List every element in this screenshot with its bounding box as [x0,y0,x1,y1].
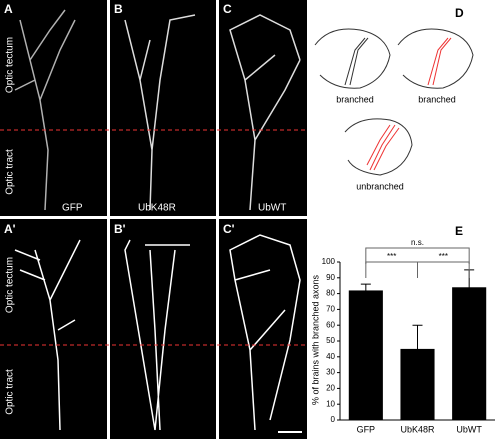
construct-label: UbWT [258,203,286,214]
y-tick-label: 90 [326,273,335,282]
panel-label: B' [114,222,126,236]
x-tick-label: UbK48R [400,424,435,434]
significance-bracket [365,261,418,278]
panel-label: B [114,2,123,16]
construct-label: GFP [62,203,83,214]
significance-bracket [417,261,470,278]
tracing-panel [110,219,216,439]
image-panel [219,0,307,216]
axon-images [14,9,301,211]
bar [452,287,487,420]
diagram-label: unbranched [356,181,404,191]
y-tick-label: 70 [326,305,335,314]
panel-label: E [455,224,463,238]
y-axis-label: % of brains with branched axons [310,274,320,405]
panel-label: C [223,2,232,16]
diagram-label: branched [418,94,456,104]
bar [348,290,383,420]
y-tick-label: 20 [326,384,335,393]
image-panel [110,0,216,216]
significance-bracket [365,247,470,264]
image-panel [0,0,107,216]
y-tick-label: 40 [326,352,335,361]
y-tick-label: 80 [326,289,335,298]
diagram-label: branched [336,94,374,104]
axon-tracings [14,234,301,431]
tectum-diagrams [314,28,474,176]
significance-label: *** [387,252,396,261]
error-bar [412,324,423,373]
y-tick-label: 60 [326,320,335,329]
significance-label: n.s. [411,238,424,247]
y-tick-label: 30 [326,368,335,377]
panel-label: A [4,2,13,16]
y-tick-label: 50 [326,336,335,345]
x-tick-label: GFP [357,424,376,434]
panel-label: C' [223,222,235,236]
tracing-panel [219,219,307,439]
axon-diagrams [366,37,452,171]
construct-label: UbK48R [138,203,176,214]
y-tick-label: 0 [331,415,336,424]
region-label: Optic tectum [5,37,16,93]
significance-label: *** [439,252,448,261]
y-tick-label: 100 [322,257,336,266]
y-tick-label: 10 [326,399,335,408]
region-label: Optic tract [5,149,16,195]
region-label: Optic tract [5,369,16,415]
x-tick-label: UbWT [456,424,482,434]
error-bar [360,283,371,297]
region-label: Optic tectum [5,257,16,313]
panel-label: D [455,6,464,20]
panel-label: A' [4,222,16,236]
